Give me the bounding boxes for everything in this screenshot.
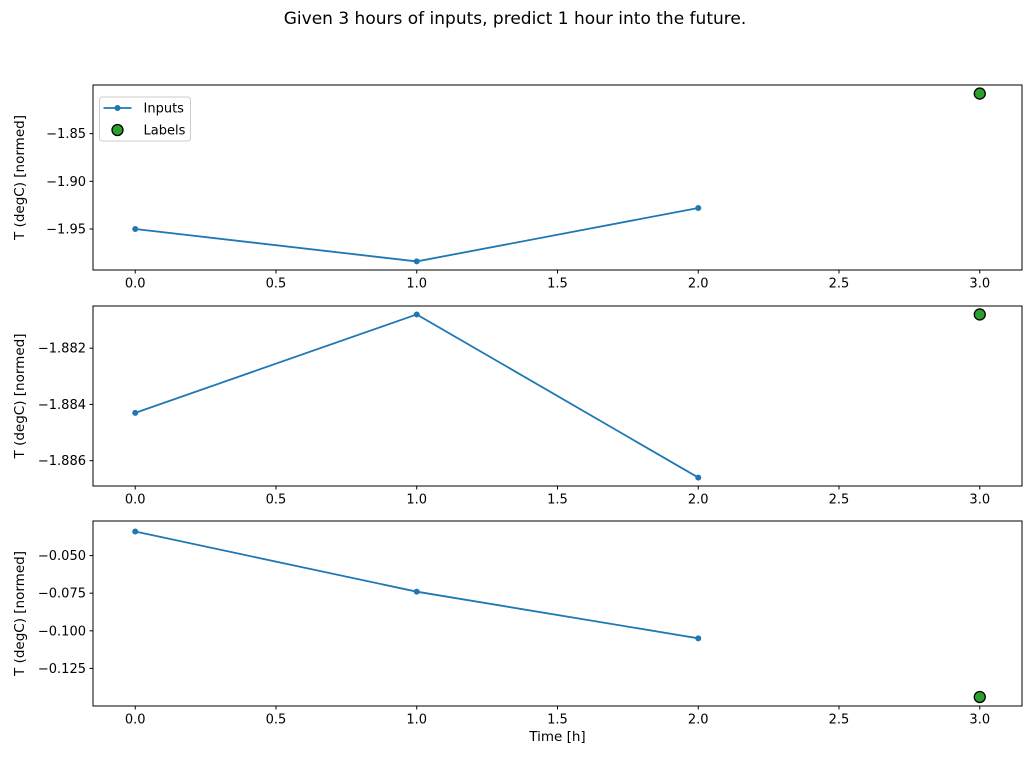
x-tick-label: 1.5 bbox=[547, 713, 568, 728]
x-tick-label: 2.5 bbox=[829, 713, 850, 728]
y-tick-label: −0.075 bbox=[38, 587, 86, 602]
plot-border bbox=[92, 520, 1023, 707]
x-tick-label: 2.0 bbox=[688, 493, 709, 508]
inputs-line bbox=[134, 313, 699, 479]
figure-title: Given 3 hours of inputs, predict 1 hour … bbox=[283, 9, 747, 29]
inputs-marker bbox=[695, 635, 702, 642]
inputs-marker bbox=[413, 311, 420, 318]
y-axis-label: T (degC) [normed] bbox=[12, 115, 28, 241]
y-tick-label: −1.882 bbox=[38, 342, 86, 357]
inputs-marker bbox=[132, 409, 139, 416]
inputs-marker bbox=[413, 258, 420, 265]
legend-labels-label: Labels bbox=[144, 124, 186, 139]
y-axis-label: T (degC) [normed] bbox=[12, 551, 28, 677]
x-tick-label: 1.5 bbox=[547, 493, 568, 508]
inputs-marker bbox=[132, 225, 139, 232]
inputs-line bbox=[135, 530, 699, 640]
inputs-line bbox=[135, 207, 699, 263]
x-tick-label: 3.0 bbox=[969, 277, 990, 292]
x-tick-label: 1.0 bbox=[406, 277, 427, 292]
x-tick-label: 2.5 bbox=[829, 493, 850, 508]
x-tick-label: 3.0 bbox=[969, 493, 990, 508]
legend-inputs-label: Inputs bbox=[144, 102, 185, 117]
inputs-marker bbox=[132, 528, 139, 535]
inputs-marker bbox=[413, 588, 420, 595]
x-tick-label: 0.0 bbox=[125, 277, 146, 292]
labels-point bbox=[973, 690, 986, 704]
inputs-marker bbox=[695, 205, 702, 212]
y-tick-label: −0.125 bbox=[38, 662, 86, 677]
labels-point bbox=[973, 308, 986, 321]
x-tick-label: 1.0 bbox=[406, 713, 427, 728]
y-tick-label: −1.95 bbox=[46, 222, 86, 237]
y-tick-label: −1.85 bbox=[46, 127, 86, 142]
inputs-marker bbox=[695, 474, 702, 481]
x-tick-label: 0.5 bbox=[266, 277, 287, 292]
labels-point bbox=[973, 87, 986, 100]
x-axis-label: Time [h] bbox=[529, 729, 586, 745]
x-tick-label: 3.0 bbox=[969, 713, 990, 728]
x-tick-label: 2.0 bbox=[688, 713, 709, 728]
x-tick-label: 0.0 bbox=[125, 713, 146, 728]
y-tick-label: −1.90 bbox=[46, 175, 86, 190]
y-tick-label: −1.884 bbox=[38, 398, 86, 413]
y-tick-label: −1.886 bbox=[38, 454, 86, 469]
legend-labels-marker bbox=[111, 123, 124, 137]
x-tick-label: 1.0 bbox=[406, 493, 427, 508]
legend-inputs-marker bbox=[114, 105, 121, 111]
x-tick-label: 0.0 bbox=[125, 493, 146, 508]
x-tick-label: 2.0 bbox=[688, 277, 709, 292]
y-tick-label: −0.050 bbox=[38, 549, 86, 564]
x-tick-label: 0.5 bbox=[266, 493, 287, 508]
x-tick-label: 1.5 bbox=[547, 277, 568, 292]
plot-border bbox=[92, 84, 1023, 271]
x-tick-label: 2.5 bbox=[829, 277, 850, 292]
x-tick-label: 0.5 bbox=[266, 713, 287, 728]
y-tick-label: −0.100 bbox=[38, 624, 86, 639]
y-axis-label: T (degC) [normed] bbox=[12, 334, 28, 460]
